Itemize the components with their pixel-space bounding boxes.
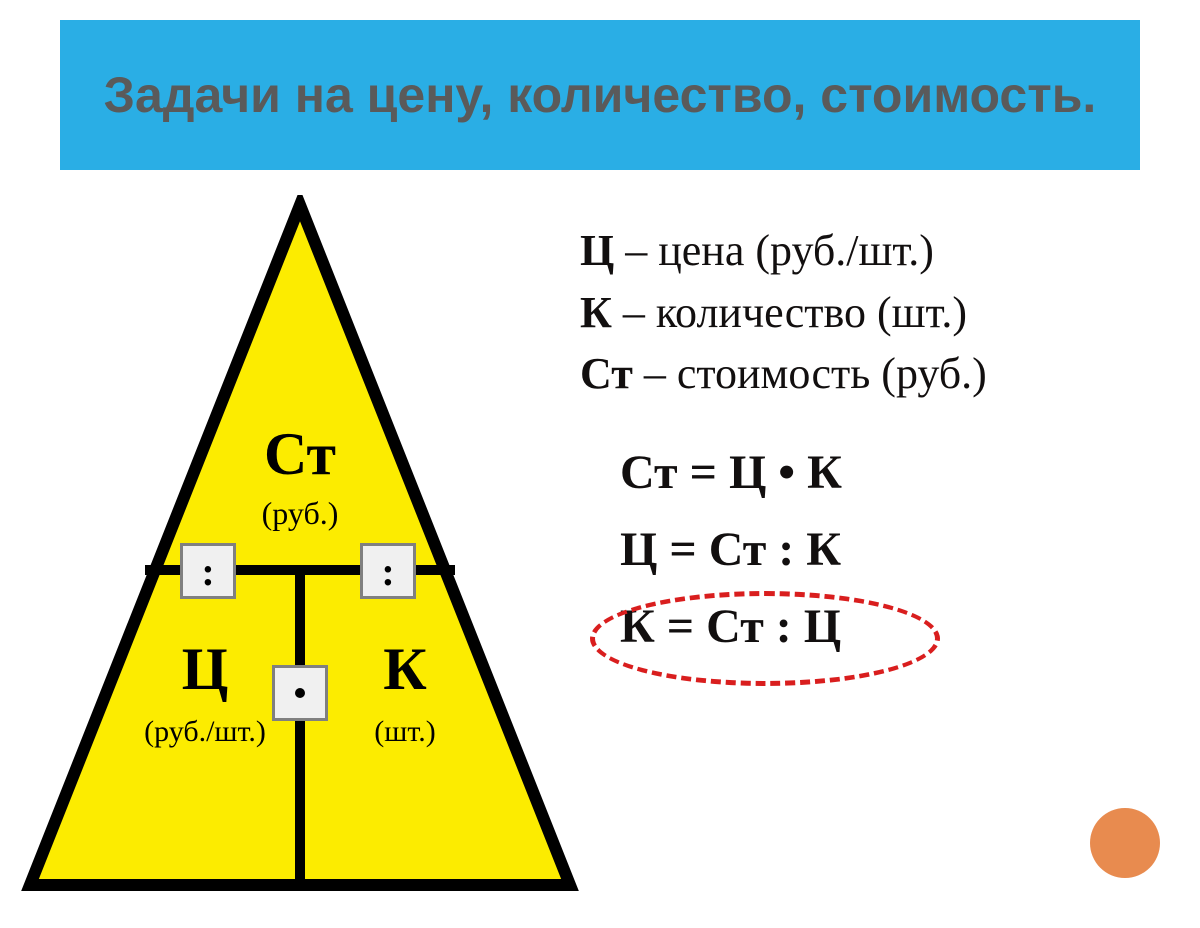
triangle-top-symbol: Ст	[20, 420, 580, 489]
legend-desc: – цена (руб./шт.)	[614, 226, 934, 275]
operator-box-middle	[272, 665, 328, 721]
formula-3: К = Ст : Ц	[620, 600, 841, 653]
formula-list: Ст = Ц • К Ц = Ст : К К = Ст : Ц	[580, 445, 1180, 654]
triangle-top-unit: (руб.)	[20, 495, 580, 532]
legend-and-formulas: Ц – цена (руб./шт.) К – количество (шт.)…	[580, 220, 1180, 654]
legend-symbol: К	[580, 288, 612, 337]
legend-desc: – стоимость (руб.)	[633, 349, 987, 398]
legend-line-2: К – количество (шт.)	[580, 282, 1180, 344]
formula-3-highlighted: К = Ст : Ц	[580, 599, 841, 654]
accent-dot-icon	[1090, 808, 1160, 878]
triangle-shape	[20, 195, 580, 905]
legend-symbol: Ц	[580, 226, 614, 275]
operator-box-right: :	[360, 543, 416, 599]
triangle-br-symbol: К	[330, 635, 480, 704]
title-banner: Задачи на цену, количество, стоимость.	[60, 20, 1140, 170]
triangle-br-unit: (шт.)	[330, 715, 480, 749]
page-title: Задачи на цену, количество, стоимость.	[104, 64, 1097, 127]
triangle-bl-symbol: Ц	[130, 635, 280, 704]
triangle-bl-unit: (руб./шт.)	[115, 715, 295, 748]
legend-line-1: Ц – цена (руб./шт.)	[580, 220, 1180, 282]
formula-1: Ст = Ц • К	[580, 445, 1180, 500]
legend-line-3: Ст – стоимость (руб.)	[580, 343, 1180, 405]
formula-2: Ц = Ст : К	[580, 522, 1180, 577]
legend-desc: – количество (шт.)	[612, 288, 967, 337]
formula-triangle: Ст (руб.) Ц (руб./шт.) К (шт.) : :	[20, 195, 580, 905]
dot-icon	[295, 688, 305, 698]
legend-symbol: Ст	[580, 349, 633, 398]
operator-box-left: :	[180, 543, 236, 599]
